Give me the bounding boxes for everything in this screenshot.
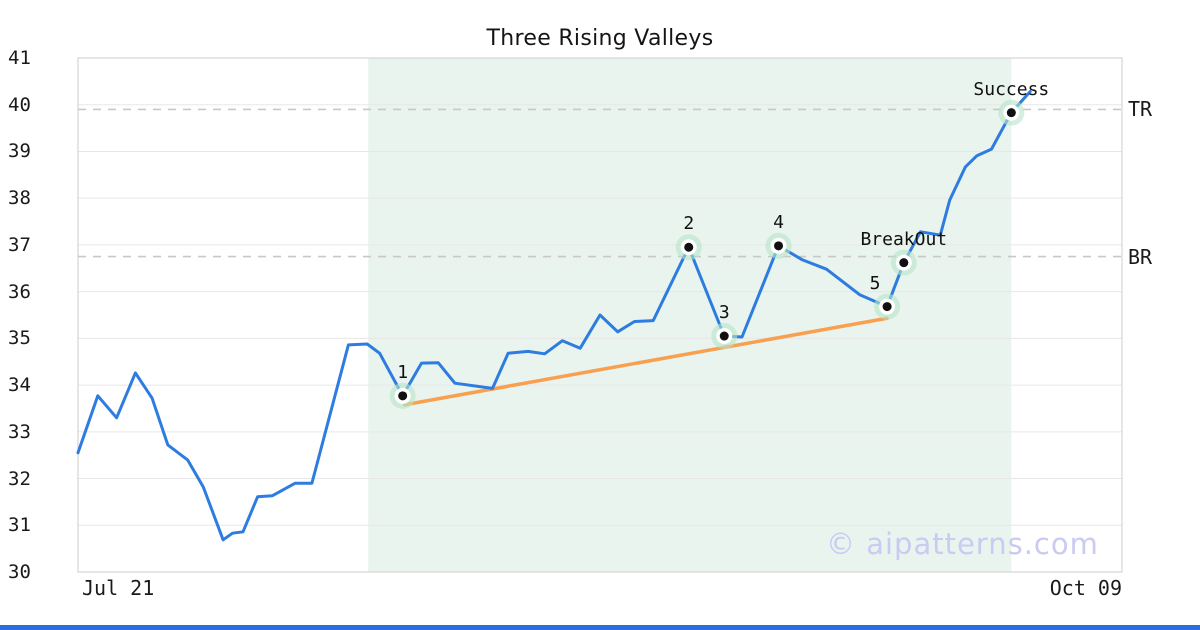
y-tick-label: 40 bbox=[8, 93, 31, 116]
trendline bbox=[403, 316, 889, 407]
plot-border bbox=[77, 57, 1123, 573]
marker-label-breakout: BreakOut bbox=[860, 228, 948, 250]
marker-dot bbox=[882, 302, 892, 312]
marker-dot bbox=[899, 258, 909, 268]
level-label-tr: TR bbox=[1128, 97, 1153, 122]
y-tick-label: 39 bbox=[8, 140, 31, 163]
marker-label-3: 3 bbox=[718, 302, 730, 324]
marker-label-5: 5 bbox=[869, 272, 881, 294]
y-tick-label: 35 bbox=[8, 327, 31, 350]
y-tick-label: 38 bbox=[8, 187, 31, 210]
chart-title: Three Rising Valleys bbox=[486, 26, 714, 51]
y-tick-label: 34 bbox=[8, 374, 31, 397]
marker-label-success: Success bbox=[973, 78, 1050, 100]
y-tick-label: 30 bbox=[8, 561, 31, 583]
marker-dot bbox=[684, 242, 694, 252]
marker-label-4: 4 bbox=[773, 211, 784, 233]
marker-dot bbox=[1006, 108, 1016, 118]
y-tick-label: 36 bbox=[8, 280, 31, 303]
y-tick-label: 33 bbox=[8, 420, 31, 443]
marker-label-1: 1 bbox=[397, 361, 409, 383]
watermark: © aipatterns.com bbox=[826, 527, 1099, 561]
marker-dot bbox=[774, 241, 784, 251]
y-tick-label: 32 bbox=[8, 467, 31, 490]
x-tick-start: Jul 21 bbox=[82, 576, 155, 600]
marker-dot bbox=[719, 331, 729, 341]
bottom-accent-bar bbox=[0, 625, 1200, 630]
pattern-zone bbox=[368, 58, 1012, 572]
marker-dot bbox=[398, 391, 408, 401]
y-tick-label: 37 bbox=[8, 233, 31, 256]
x-tick-end: Oct 09 bbox=[1049, 576, 1122, 600]
y-tick-label: 41 bbox=[8, 47, 31, 69]
level-label-br: BR bbox=[1128, 244, 1153, 269]
marker-label-2: 2 bbox=[683, 213, 695, 235]
y-tick-label: 31 bbox=[8, 514, 31, 537]
